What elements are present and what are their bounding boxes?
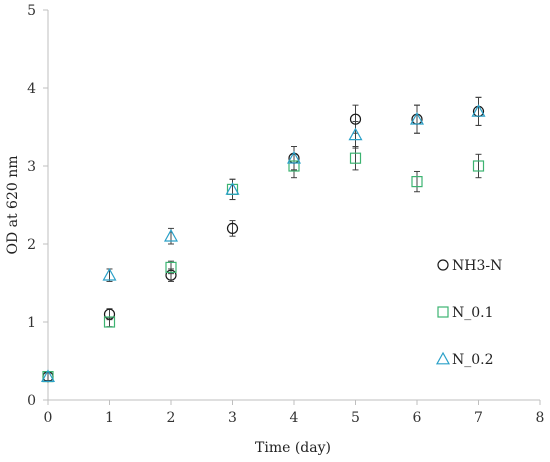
legend-label: N_0.1 bbox=[452, 305, 494, 321]
legend-label: N_0.2 bbox=[452, 352, 494, 368]
legend-marker-square bbox=[438, 307, 448, 317]
x-tick-label: 1 bbox=[105, 410, 114, 426]
y-tick-label: 2 bbox=[27, 237, 36, 253]
x-tick-label: 7 bbox=[474, 410, 483, 426]
y-tick-label: 3 bbox=[27, 159, 36, 175]
legend: NH3-N N_0.1 N_0.2 bbox=[437, 258, 502, 368]
y-tick-label: 1 bbox=[27, 315, 36, 331]
legend-marker-circle bbox=[438, 260, 448, 270]
y-axis-title: OD at 620 nm bbox=[5, 155, 21, 254]
error-bars bbox=[45, 97, 482, 380]
x-tick-label: 0 bbox=[44, 410, 53, 426]
data-points bbox=[42, 105, 485, 381]
x-tick-label: 5 bbox=[351, 410, 360, 426]
x-axis-title: Time (day) bbox=[255, 440, 331, 456]
y-tick-label: 5 bbox=[27, 3, 36, 19]
y-tick-label: 4 bbox=[27, 81, 36, 97]
y-tick-label: 0 bbox=[27, 393, 36, 409]
x-tick-label: 3 bbox=[228, 410, 237, 426]
x-tick-label: 2 bbox=[167, 410, 176, 426]
x-tick-label: 6 bbox=[413, 410, 422, 426]
legend-marker-triangle bbox=[437, 353, 449, 364]
x-tick-label: 4 bbox=[290, 410, 299, 426]
legend-label: NH3-N bbox=[452, 258, 502, 274]
x-tick-label: 8 bbox=[536, 410, 545, 426]
